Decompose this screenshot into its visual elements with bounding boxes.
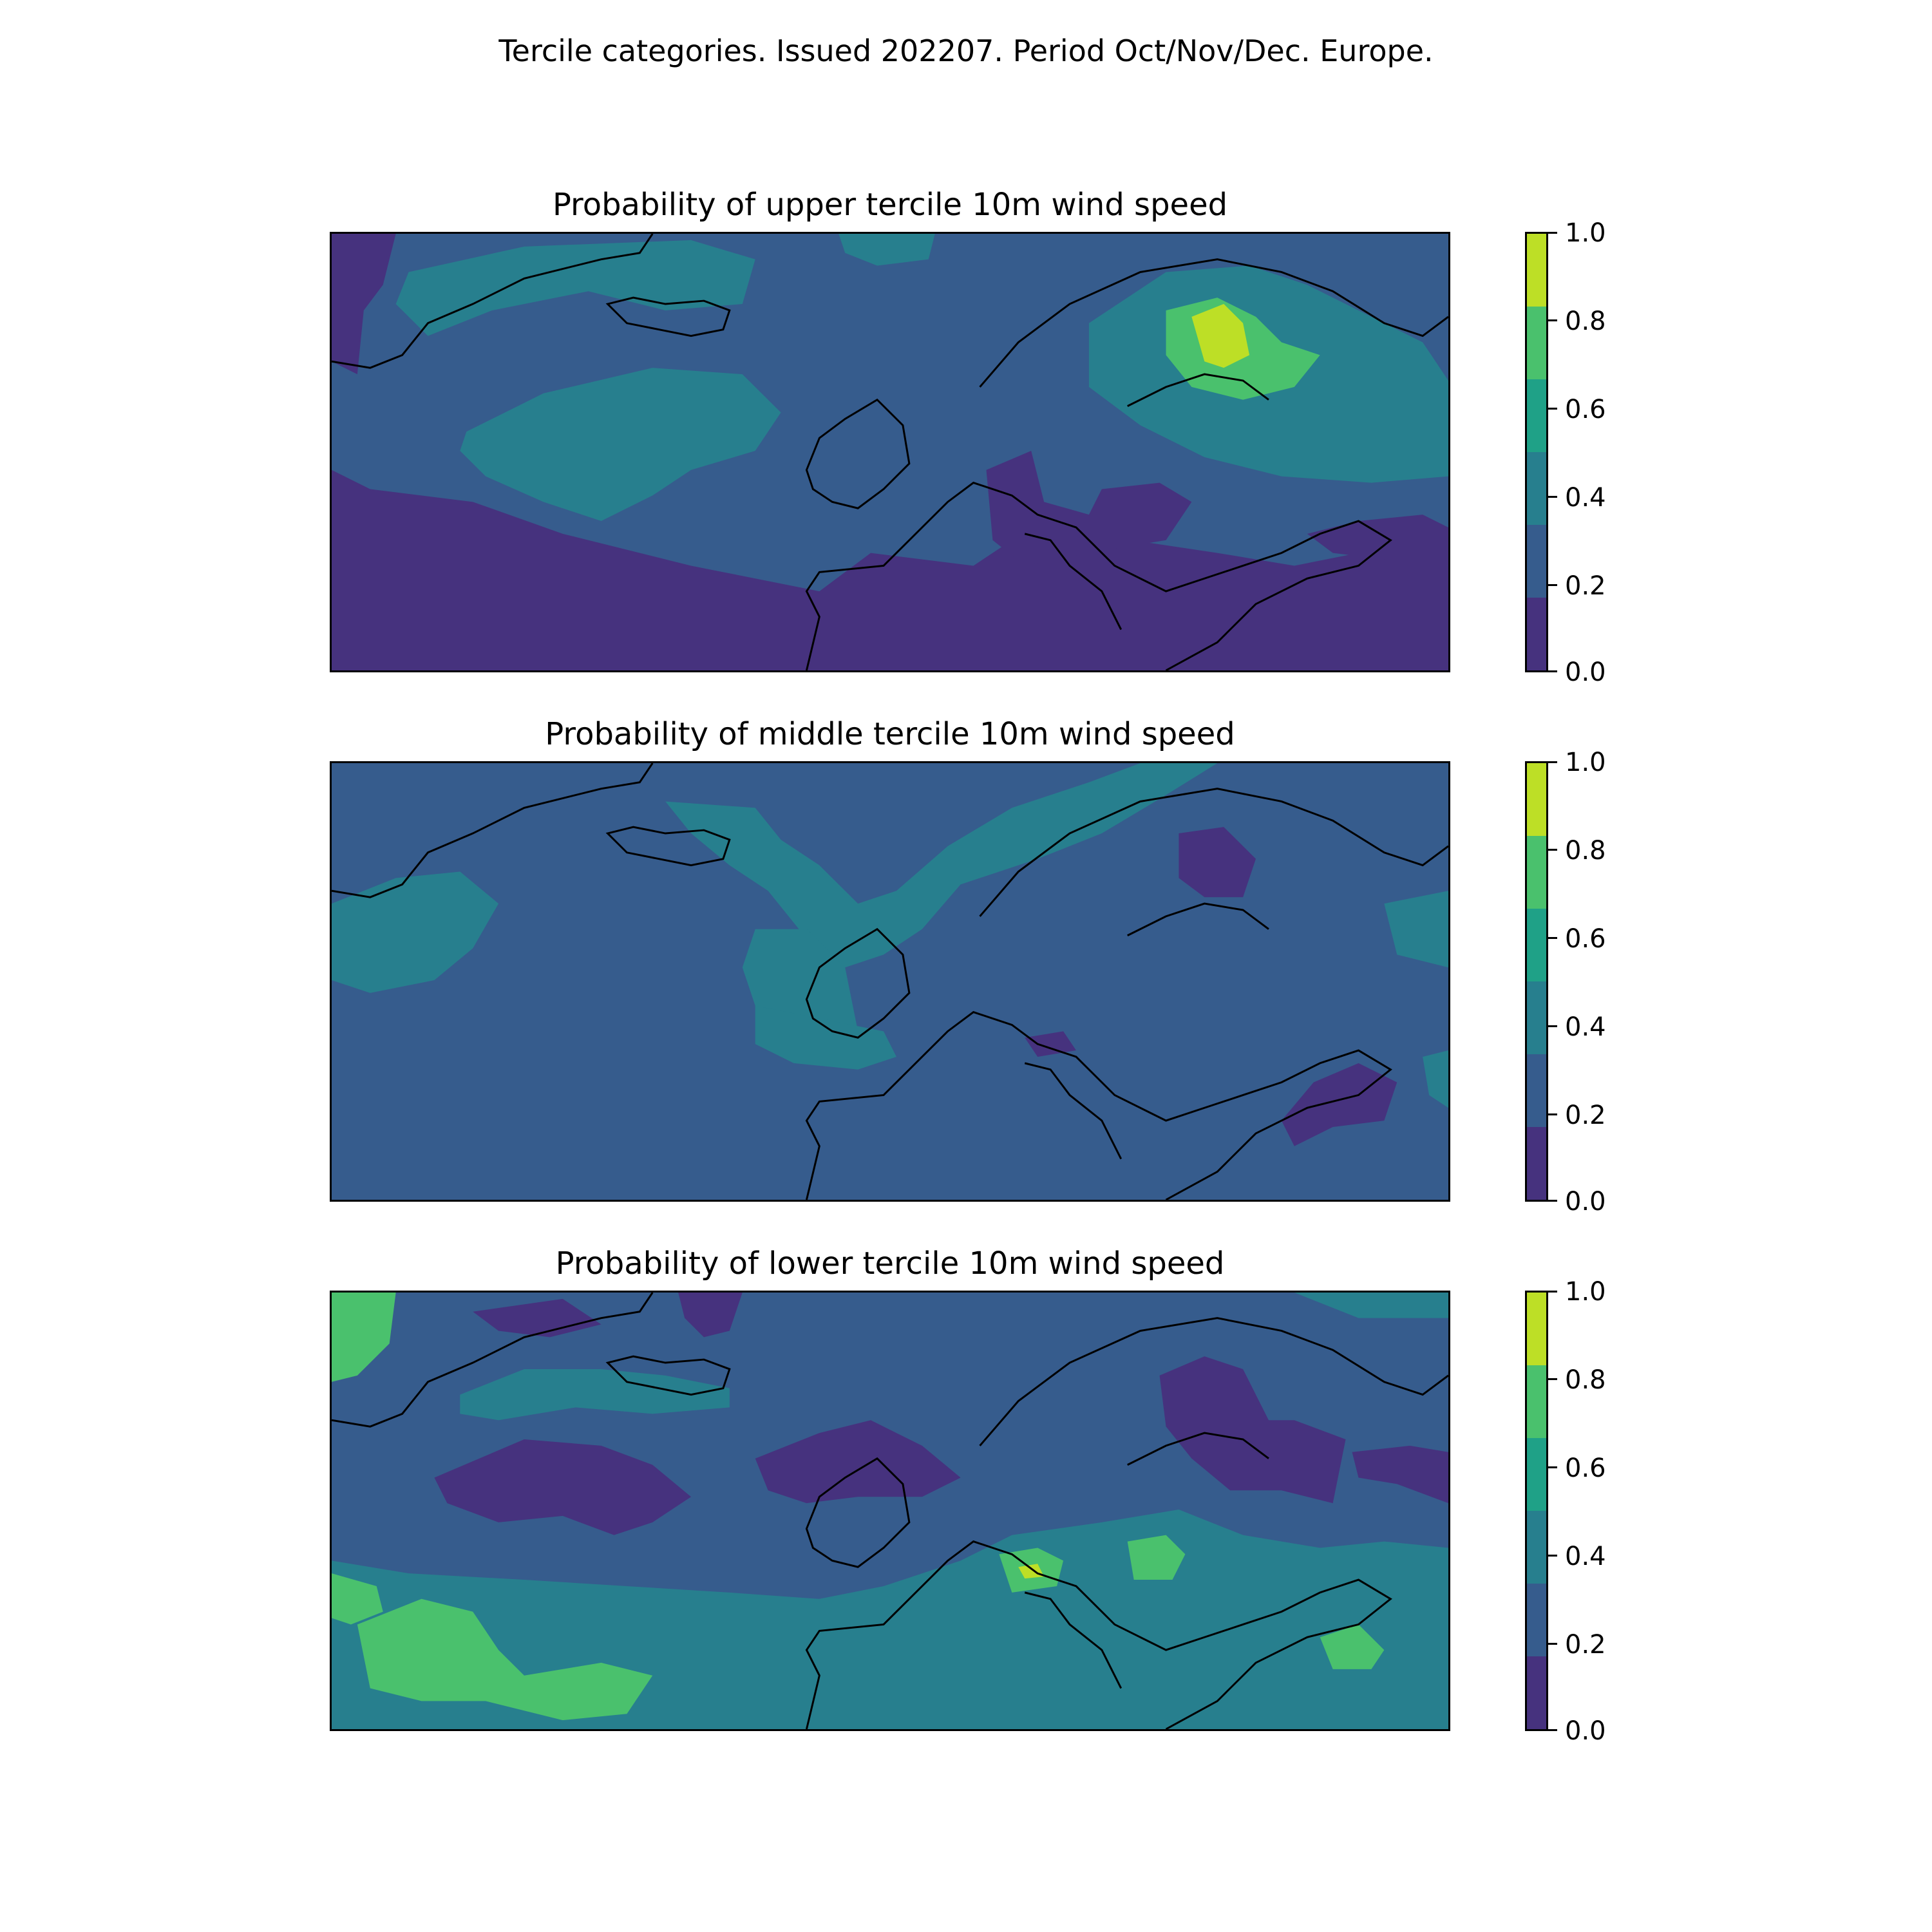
colorbar-tick-label: 1.0	[1565, 218, 1606, 248]
colorbar-tick-label: 0.4	[1565, 483, 1606, 513]
map-lower-tercile[interactable]	[330, 1291, 1450, 1731]
colorbar-tick-label: 0.4	[1565, 1542, 1606, 1571]
colorbar-tick	[1548, 1643, 1557, 1645]
panel-title-middle: Probability of middle tercile 10m wind s…	[545, 716, 1235, 752]
colorbar-tick-label: 0.2	[1565, 1101, 1606, 1130]
colorbar-tick	[1548, 1025, 1557, 1027]
colorbar-tick	[1548, 1291, 1557, 1293]
colorbar-tick-label: 1.0	[1565, 1277, 1606, 1307]
colorbar-tick-label: 0.0	[1565, 1187, 1606, 1217]
colorbar-tick	[1548, 319, 1557, 321]
colorbar-tick-label: 0.0	[1565, 658, 1606, 687]
colorbar-tick	[1548, 1729, 1557, 1731]
colorbar-middle	[1525, 761, 1548, 1202]
colorbar-tick-label: 0.0	[1565, 1716, 1606, 1746]
colorbar-tick-label: 1.0	[1565, 748, 1606, 777]
colorbar-tick	[1548, 232, 1557, 234]
colorbar-tick-label: 0.2	[1565, 571, 1606, 601]
panel-title-lower: Probability of lower tercile 10m wind sp…	[555, 1245, 1225, 1282]
map-upper-tercile[interactable]	[330, 232, 1450, 672]
colorbar-tick	[1548, 937, 1557, 939]
figure-title: Tercile categories. Issued 202207. Perio…	[498, 33, 1434, 68]
colorbar-tick-label: 0.6	[1565, 395, 1606, 424]
colorbar-tick	[1548, 1378, 1557, 1380]
colorbar-tick	[1548, 1200, 1557, 1202]
colorbar-tick	[1548, 670, 1557, 672]
colorbar-tick	[1548, 849, 1557, 851]
colorbar-tick	[1548, 1466, 1557, 1468]
panel-title-upper: Probability of upper tercile 10m wind sp…	[552, 187, 1228, 223]
colorbar-tick-label: 0.2	[1565, 1630, 1606, 1660]
colorbar-tick	[1548, 1113, 1557, 1115]
colorbar-tick-label: 0.8	[1565, 836, 1606, 866]
colorbar-tick	[1548, 496, 1557, 498]
colorbar-tick	[1548, 408, 1557, 410]
colorbar-tick	[1548, 1555, 1557, 1557]
colorbar-tick	[1548, 761, 1557, 763]
colorbar-tick-label: 0.6	[1565, 924, 1606, 954]
map-middle-tercile[interactable]	[330, 761, 1450, 1202]
colorbar-lower	[1525, 1291, 1548, 1731]
colorbar-tick-label: 0.8	[1565, 1365, 1606, 1395]
colorbar-tick-label: 0.4	[1565, 1012, 1606, 1042]
colorbar-upper	[1525, 232, 1548, 672]
colorbar-tick	[1548, 584, 1557, 586]
colorbar-tick-label: 0.8	[1565, 307, 1606, 336]
colorbar-tick-label: 0.6	[1565, 1454, 1606, 1483]
